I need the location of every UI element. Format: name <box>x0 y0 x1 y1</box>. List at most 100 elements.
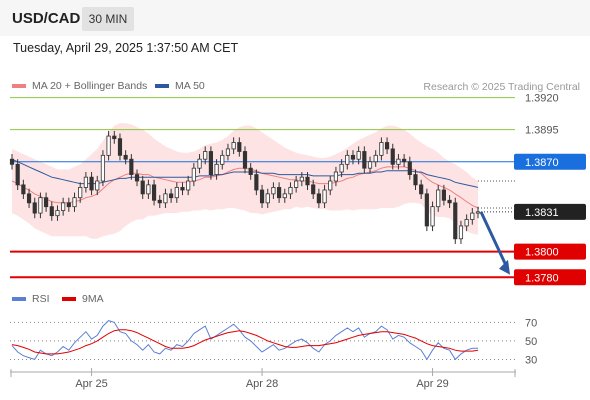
legend-9ma-swatch <box>62 297 76 302</box>
candle-body <box>123 154 128 160</box>
candle-body <box>44 197 49 208</box>
level-label-2: 1.3870 <box>525 157 559 169</box>
candle-body <box>203 151 208 160</box>
candle-body <box>83 176 88 188</box>
candle-body <box>32 202 37 214</box>
candle-body <box>475 211 481 214</box>
candle-body <box>26 193 32 204</box>
legend-9ma: 9MA <box>62 293 104 305</box>
candle-body <box>38 197 43 214</box>
candle-body <box>294 180 299 188</box>
candle-body <box>311 184 316 195</box>
x-tick-label-2: Apr 29 <box>416 378 448 390</box>
candle-body <box>151 184 157 201</box>
candle-body <box>470 212 475 220</box>
candle-body <box>265 193 270 204</box>
instrument-title: USD/CAD <box>12 10 81 27</box>
candle-body <box>345 154 350 165</box>
candle-body <box>208 151 213 175</box>
candle-body <box>117 138 123 156</box>
candle-body <box>328 180 333 191</box>
candle-body <box>61 202 66 211</box>
candle-body <box>174 187 179 199</box>
candle-body <box>305 176 310 186</box>
rsi-9ma-line <box>11 329 479 355</box>
level-badge-2 <box>514 153 586 170</box>
candle-body <box>225 148 231 156</box>
header-bar: USD/CAD 30 MIN <box>0 0 590 36</box>
candle-body <box>9 158 15 165</box>
level-badge-3 <box>514 243 586 260</box>
candle-body <box>254 174 259 191</box>
timeframe-badge[interactable]: 30 MIN <box>82 7 134 31</box>
legend-rsi: RSI <box>12 293 50 305</box>
legend-rsi-label: RSI <box>32 293 50 305</box>
candle-body <box>367 161 373 169</box>
level-label-4: 1.3780 <box>525 272 559 284</box>
candle-body <box>112 135 117 140</box>
candle-body <box>66 202 71 208</box>
candle-body <box>55 210 60 217</box>
candle-body <box>214 163 219 175</box>
x-tick-label-1: Apr 28 <box>246 378 278 390</box>
current-price-badge <box>514 203 586 220</box>
candle-body <box>453 202 458 240</box>
timestamp: Tuesday, April 29, 2025 1:37:50 AM CET <box>13 41 239 55</box>
level-label-1: 1.3895 <box>525 125 559 137</box>
candle-body <box>333 171 339 182</box>
current-price-label: 1.3831 <box>525 207 559 219</box>
rsi-line <box>11 320 478 361</box>
candle-body <box>89 176 94 191</box>
candle-body <box>146 184 151 195</box>
candle-body <box>163 193 168 204</box>
candle-body <box>322 189 327 204</box>
candle-body <box>396 158 401 165</box>
legend-ma20-label: MA 20 + Bollinger Bands <box>32 80 148 92</box>
legend-rsi-swatch <box>12 297 26 302</box>
candle-body <box>78 187 83 199</box>
candle-body <box>402 158 407 163</box>
candle-body <box>21 184 26 195</box>
level-label-0: 1.3920 <box>525 93 559 105</box>
candle-body <box>95 180 100 191</box>
candle-body <box>134 174 140 182</box>
candle-body <box>271 187 276 195</box>
candle-body <box>288 187 293 195</box>
legend-ma50-swatch <box>155 84 169 89</box>
forecast-arrow-head <box>499 259 510 275</box>
candle-body <box>248 167 253 175</box>
candle-body <box>316 193 321 204</box>
candle-body <box>419 184 424 195</box>
candle-body <box>384 142 390 150</box>
candle-body <box>356 151 361 160</box>
candle-body <box>157 199 162 204</box>
candle-body <box>458 225 464 240</box>
candle-body <box>299 176 304 182</box>
candle-body <box>197 158 202 169</box>
candle-body <box>362 151 367 169</box>
candle-body <box>424 193 429 227</box>
legend-ma20-swatch <box>12 84 26 89</box>
copyright-text: Research © 2025 Trading Central <box>423 81 580 93</box>
candle-body <box>277 187 282 199</box>
level-badge-4 <box>514 269 586 286</box>
candle-body <box>242 151 248 169</box>
legend-ma20: MA 20 + Bollinger Bands <box>12 80 147 92</box>
forecast-arrow-line <box>479 211 510 271</box>
candle-body <box>191 167 196 182</box>
candle-body <box>390 148 395 165</box>
candle-body <box>231 142 236 150</box>
candle-body <box>447 199 452 204</box>
candle-body <box>339 163 344 173</box>
candle-body <box>379 142 384 156</box>
candle-body <box>15 163 20 186</box>
legend-ma50-label: MA 50 <box>175 80 205 92</box>
candle-body <box>186 180 191 191</box>
x-tick-label-0: Apr 25 <box>75 378 107 390</box>
candle-body <box>106 135 111 156</box>
candle-body <box>49 206 54 217</box>
candle-body <box>237 142 242 152</box>
candle-body <box>259 189 265 204</box>
candle-body <box>140 180 145 195</box>
